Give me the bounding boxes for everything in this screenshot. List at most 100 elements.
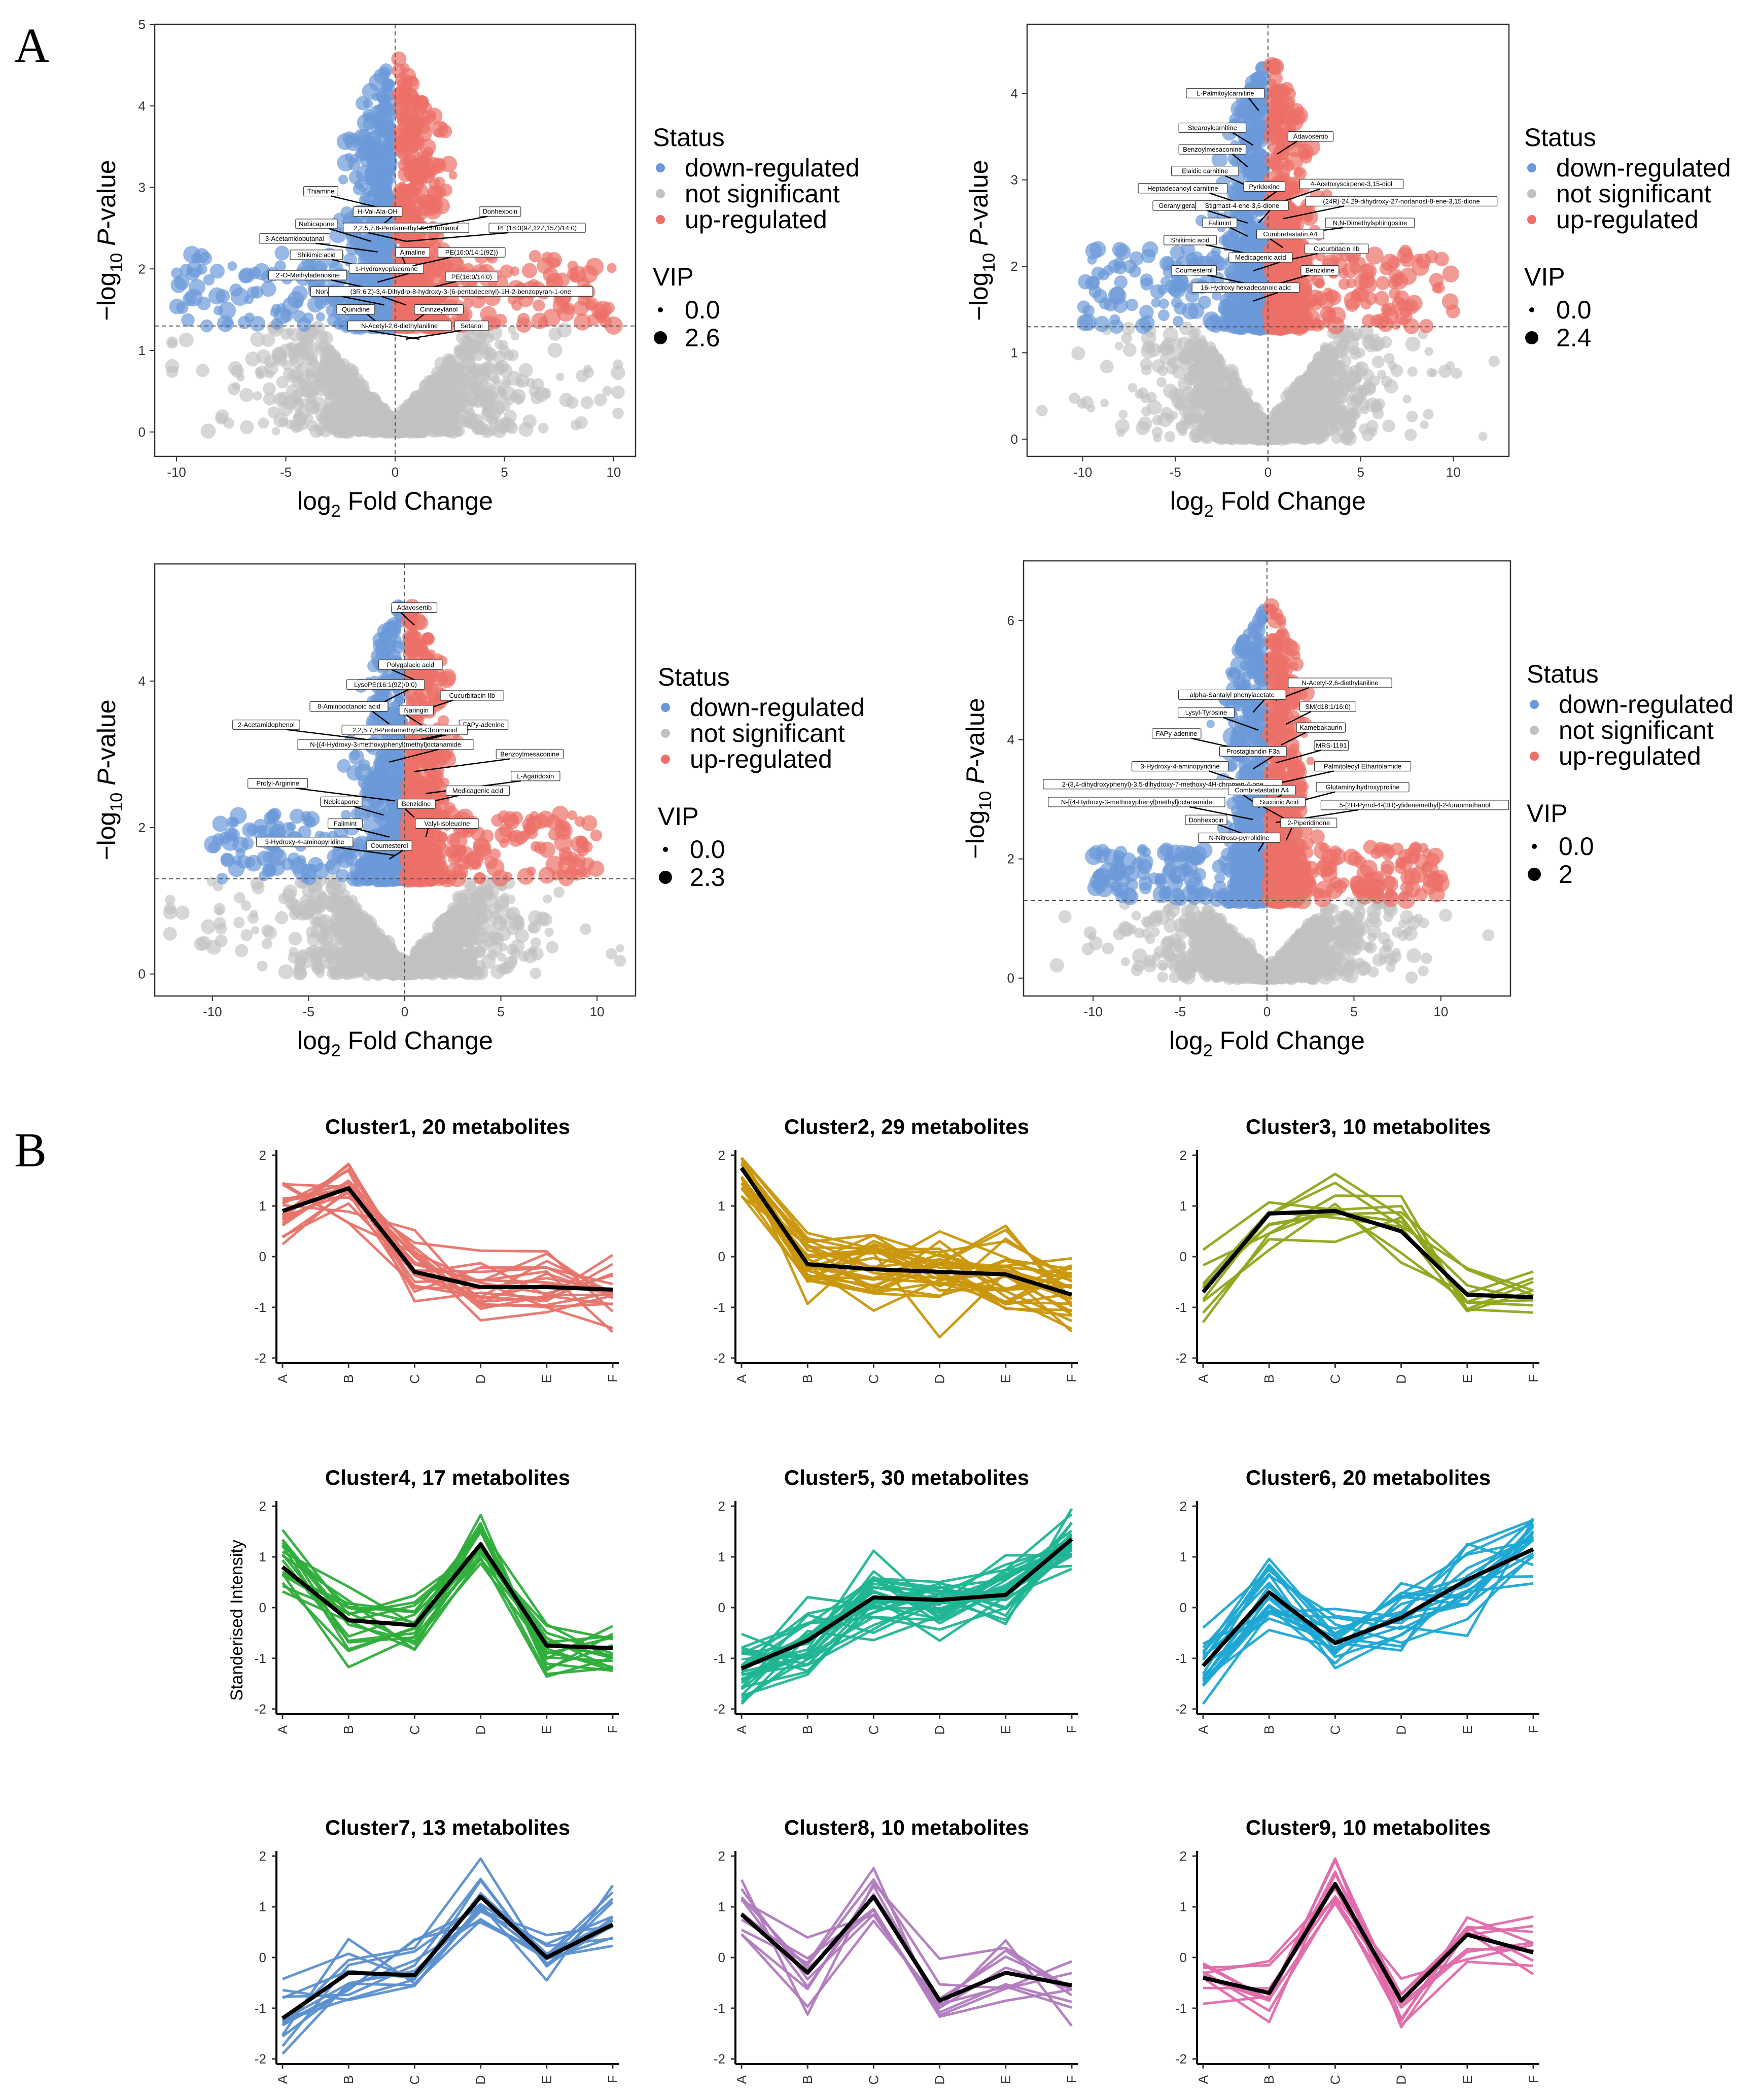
down-point [1218, 235, 1229, 246]
down-point [1236, 106, 1248, 118]
down-point [381, 163, 392, 173]
down-point [1079, 313, 1097, 331]
ns-point [1317, 396, 1328, 407]
legend-status-title: Status [653, 123, 725, 152]
ns-point [167, 338, 177, 348]
ns-point [258, 417, 269, 429]
ns-point [1438, 364, 1452, 378]
ns-point [1122, 343, 1137, 357]
ns-point [306, 420, 319, 432]
ns-point [292, 411, 308, 426]
up-point [438, 124, 452, 138]
ns-point [463, 395, 473, 404]
ns-point [289, 328, 303, 342]
down-point [208, 287, 226, 305]
ns-point [406, 421, 417, 433]
up-point [397, 116, 407, 126]
ns-point [345, 397, 358, 410]
ns-point [1263, 433, 1275, 444]
ns-point [240, 420, 254, 435]
down-point [1218, 299, 1236, 316]
ns-point [465, 369, 478, 383]
down-point [356, 96, 370, 111]
ns-point [299, 340, 313, 354]
ns-point [1282, 416, 1292, 426]
ns-point [484, 352, 493, 362]
ns-point [323, 402, 335, 415]
annotation-text: Setariol [461, 322, 483, 330]
y-tick-label: 0 [138, 424, 146, 440]
down-point [367, 188, 384, 206]
ns-point [457, 403, 466, 412]
ns-point [481, 406, 490, 415]
down-point [1114, 275, 1128, 289]
ns-point [239, 388, 254, 402]
ns-point [548, 327, 562, 341]
up-point [593, 309, 604, 320]
ns-point [1116, 428, 1125, 437]
ns-point [294, 422, 304, 432]
ns-point [1327, 388, 1340, 401]
annotation-text: Thiamine [307, 188, 334, 195]
ns-point [433, 407, 442, 416]
down-point [1198, 295, 1211, 309]
y-tick-label: 1 [138, 343, 146, 358]
down-point [227, 261, 237, 271]
ns-point [1313, 409, 1324, 419]
ns-point [415, 395, 427, 407]
ns-point [556, 372, 565, 381]
legend-status-item: up-regulated [685, 205, 827, 234]
down-point [217, 315, 234, 332]
ns-point [1250, 414, 1258, 422]
ns-point [307, 386, 318, 397]
ns-point [227, 382, 240, 396]
ns-point [515, 374, 530, 388]
ns-point [1384, 353, 1395, 364]
up-point [413, 166, 424, 177]
up-point [440, 156, 457, 172]
ns-point [453, 425, 465, 437]
ns-point [1289, 400, 1302, 413]
y-tick-label: 4 [138, 98, 146, 114]
y-label-subscript: 10 [107, 253, 126, 272]
up-point [517, 312, 530, 326]
up-point [410, 96, 424, 109]
legend-vip-swatch [654, 331, 667, 344]
ns-point [388, 421, 400, 433]
ns-point [1327, 412, 1337, 421]
ns-point [1069, 393, 1080, 404]
ns-point [1153, 434, 1161, 443]
up-point [419, 150, 433, 163]
down-point [1077, 300, 1090, 314]
ns-point [1191, 414, 1201, 424]
ns-point [1100, 360, 1114, 374]
ns-point [1114, 342, 1123, 350]
legend-status-swatch [656, 215, 665, 224]
down-point [1236, 295, 1250, 309]
down-point [1103, 265, 1114, 276]
ns-point [1187, 367, 1201, 381]
down-point [315, 312, 326, 322]
ns-point [1381, 376, 1393, 387]
ns-point [365, 391, 375, 402]
ns-point [1349, 345, 1360, 355]
ns-point [1215, 363, 1227, 375]
ns-point [488, 407, 502, 421]
ns-point [1352, 392, 1364, 404]
ns-point [316, 387, 326, 397]
annotation-text: PE(16:0/14:1(9Z)) [445, 248, 498, 256]
annotation-text: 1-Hydroxyeplacorone [355, 265, 418, 272]
panel-b-label: B [14, 1123, 47, 1177]
up-point [411, 137, 425, 151]
down-point [1139, 305, 1154, 319]
y-tick-label: 5 [138, 17, 146, 32]
ns-point [1371, 355, 1385, 368]
ns-point [1207, 347, 1220, 360]
ns-point [559, 393, 574, 407]
down-point [373, 68, 390, 85]
down-point [1172, 315, 1184, 327]
annotation-text: Donhexocin [483, 208, 518, 216]
down-point [282, 297, 300, 314]
down-point [1170, 245, 1185, 260]
ns-point [1315, 428, 1330, 443]
